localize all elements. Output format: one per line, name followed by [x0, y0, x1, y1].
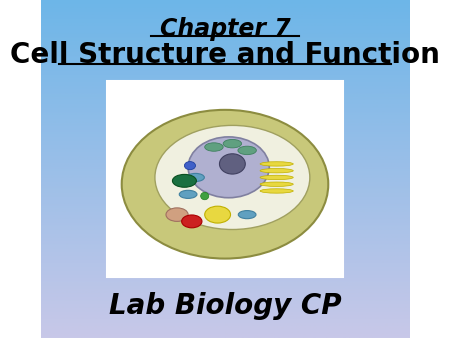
- Text: Chapter 7: Chapter 7: [160, 17, 290, 41]
- Ellipse shape: [182, 215, 202, 228]
- Ellipse shape: [166, 208, 188, 221]
- Ellipse shape: [122, 110, 328, 259]
- Ellipse shape: [220, 154, 245, 174]
- Ellipse shape: [201, 192, 209, 200]
- Ellipse shape: [260, 168, 293, 173]
- Ellipse shape: [205, 206, 230, 223]
- Ellipse shape: [238, 211, 256, 219]
- Ellipse shape: [260, 175, 293, 180]
- Ellipse shape: [260, 162, 293, 166]
- Ellipse shape: [188, 137, 269, 198]
- Ellipse shape: [260, 189, 293, 193]
- Ellipse shape: [155, 125, 310, 230]
- Ellipse shape: [172, 174, 196, 187]
- Ellipse shape: [179, 190, 197, 198]
- Ellipse shape: [187, 173, 204, 182]
- Ellipse shape: [205, 143, 223, 151]
- Ellipse shape: [238, 146, 256, 155]
- Text: Cell Structure and Function: Cell Structure and Function: [10, 41, 440, 69]
- Ellipse shape: [260, 182, 293, 187]
- Bar: [107, 81, 343, 277]
- Ellipse shape: [223, 140, 242, 148]
- Text: Lab Biology CP: Lab Biology CP: [109, 292, 341, 320]
- Ellipse shape: [184, 162, 195, 170]
